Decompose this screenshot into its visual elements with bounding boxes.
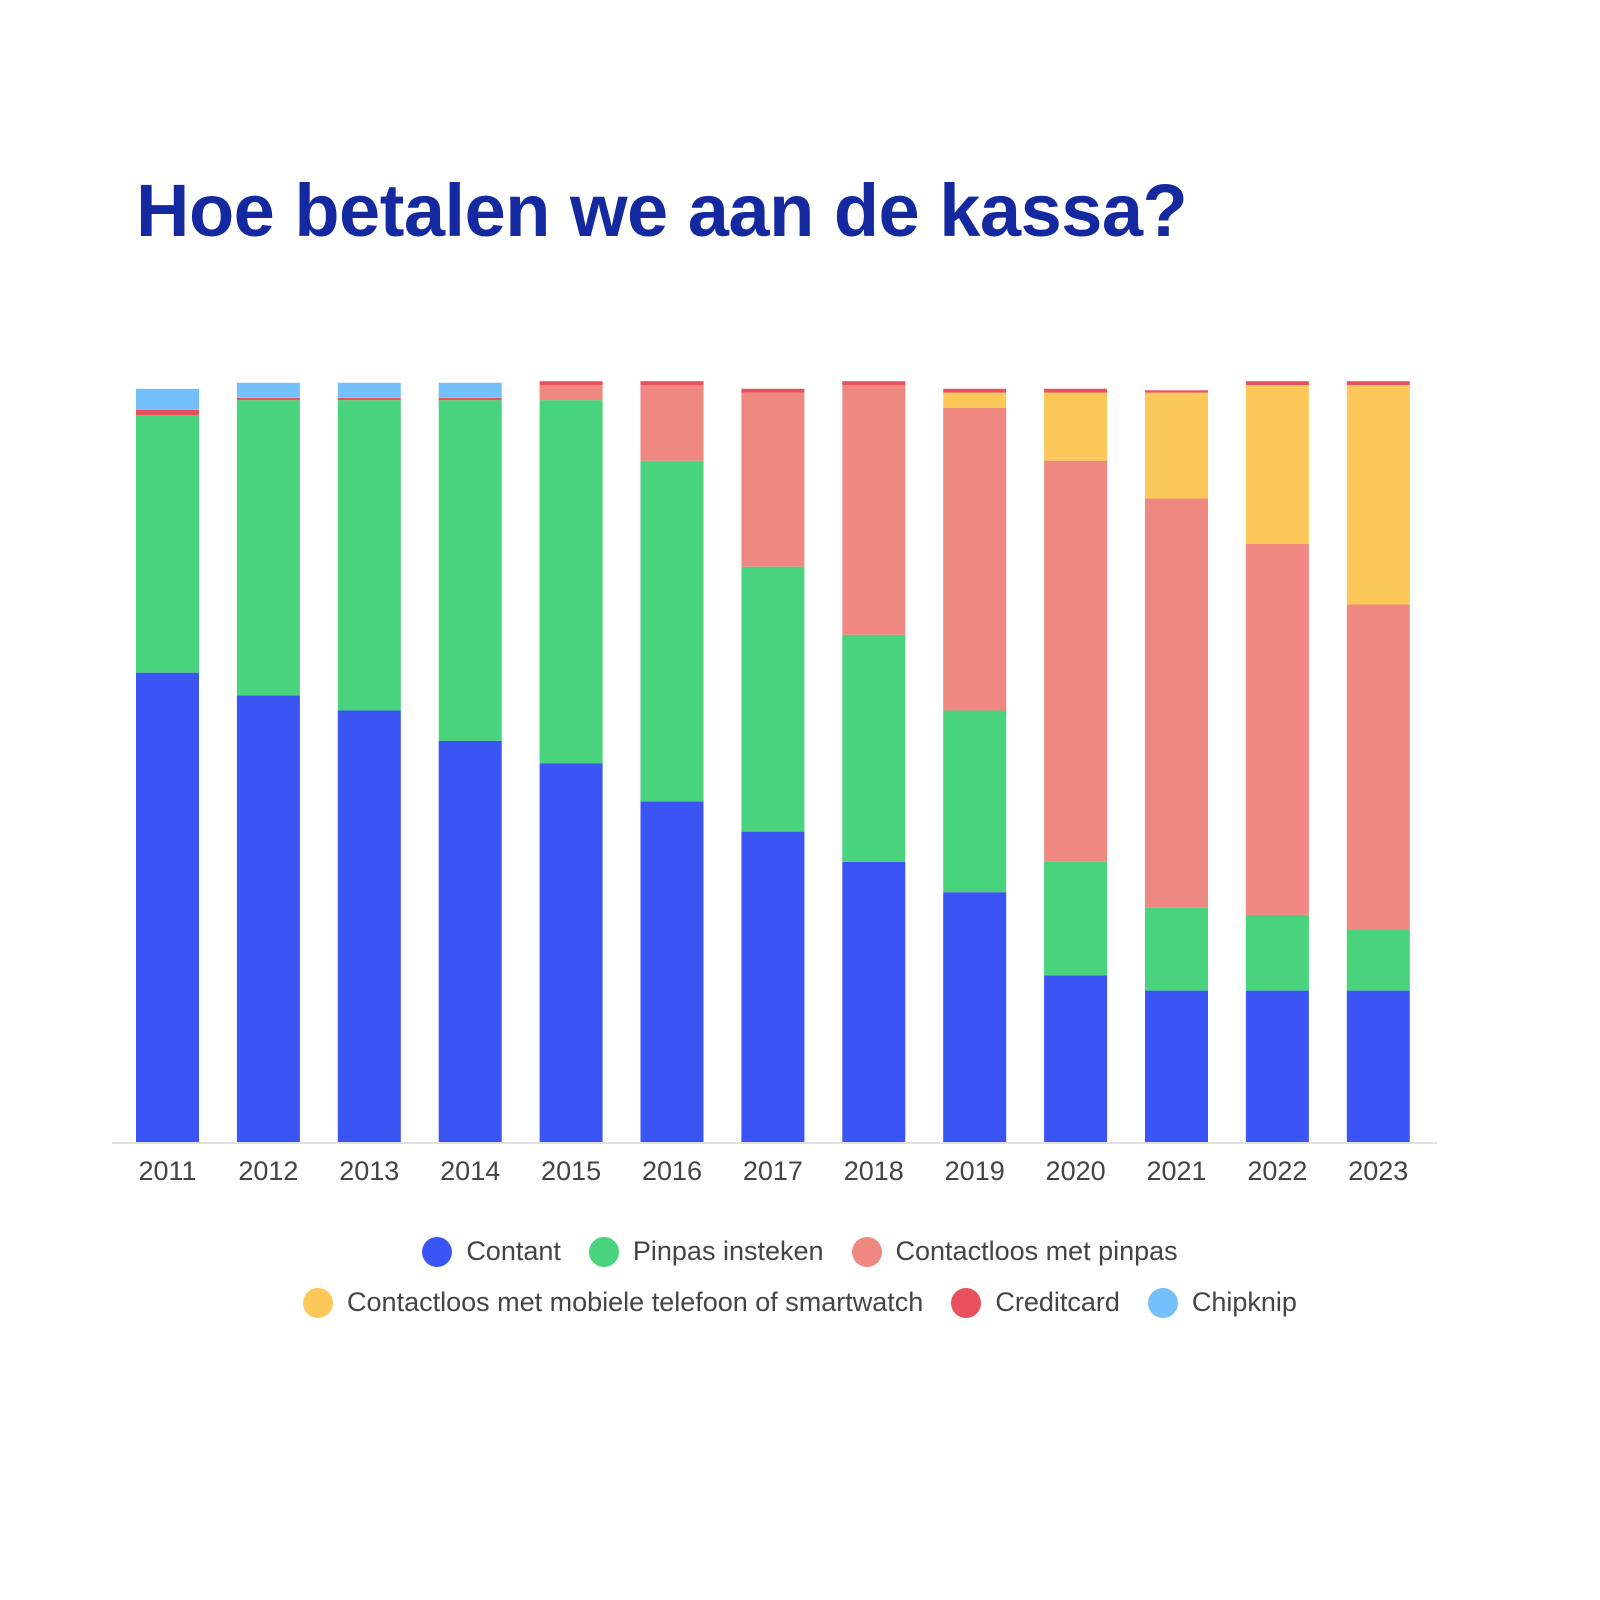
bar-segment-2017-creditcard <box>741 388 805 393</box>
bar-segment-2014-chipknip <box>438 382 502 398</box>
bar-segment-2019-contant <box>943 892 1007 1142</box>
bar-segment-2020-contactloos-met-pinpas <box>1044 460 1108 862</box>
legend-label: Chipknip <box>1191 1287 1297 1317</box>
bar-segment-2013-contant <box>337 710 401 1142</box>
x-tick-label: 2017 <box>743 1156 803 1186</box>
bar-segment-2023-contactloos-met-mobiele-telefoon-of-smartwatch <box>1346 385 1410 605</box>
legend-item: Chipknip <box>1147 1287 1297 1318</box>
bar-segment-2011-chipknip <box>136 388 199 410</box>
x-tick-label: 2011 <box>138 1156 196 1186</box>
bar-segment-2016-contant <box>640 801 704 1142</box>
bar-segment-2012-chipknip <box>236 382 300 398</box>
bar-segment-2015-pinpas-insteken <box>539 400 603 764</box>
legend-row-1: Contant Pinpas insteken Contactloos met pi… <box>0 1236 1600 1267</box>
bar-segment-2015-contactloos-met-pinpas <box>539 385 603 401</box>
legend-item: Creditcard <box>951 1287 1120 1318</box>
legend-row-2: Contactloos met mobiele telefoon of smar… <box>0 1287 1600 1318</box>
bar-segment-2017-contactloos-met-pinpas <box>741 392 805 567</box>
x-tick-label: 2014 <box>440 1156 500 1186</box>
bar-segment-2021-pinpas-insteken <box>1145 907 1208 991</box>
bar-segment-2023-creditcard <box>1346 381 1410 385</box>
bar-segment-2018-creditcard <box>842 381 906 385</box>
legend-label: Contactloos met pinpas <box>895 1236 1178 1266</box>
bar-segment-2019-creditcard <box>943 388 1007 393</box>
legend-dot-icon <box>422 1236 453 1267</box>
bar-segment-2023-pinpas-insteken <box>1346 930 1410 991</box>
bar-segment-2022-contactloos-met-pinpas <box>1245 543 1309 915</box>
bar-segment-2021-creditcard <box>1145 390 1208 393</box>
bar-segment-2013-chipknip <box>337 382 401 398</box>
bar-segment-2013-creditcard <box>337 397 401 401</box>
bar-segment-2018-contactloos-met-pinpas <box>842 385 906 635</box>
x-tick-label: 2023 <box>1348 1156 1408 1186</box>
stacked-bar-chart: 2011 2012 2013 2014 2015 2016 2017 2018 2019 2020… <box>112 381 1437 1186</box>
bar-segment-2020-creditcard <box>1044 388 1108 393</box>
bar-segment-2020-contactloos-met-mobiele-telefoon-of-smartwatch <box>1044 392 1108 461</box>
bar-segment-2016-creditcard <box>640 381 704 385</box>
x-tick-label: 2018 <box>844 1156 904 1186</box>
legend-dot-icon <box>1147 1287 1178 1318</box>
legend-dot-icon <box>588 1236 619 1267</box>
bar-segment-2011-contant <box>136 672 199 1142</box>
bar-segment-2019-pinpas-insteken <box>943 710 1007 893</box>
bar-segment-2020-pinpas-insteken <box>1044 861 1108 976</box>
bar-segment-2015-contant <box>539 763 603 1142</box>
bar-segment-2022-contactloos-met-mobiele-telefoon-of-smartwatch <box>1245 385 1309 544</box>
legend-item: Contactloos met mobiele telefoon of smar… <box>303 1287 923 1318</box>
bar-segment-2011-creditcard <box>136 409 199 416</box>
chart-title: Hoe betalen we aan de kassa? <box>136 169 1188 252</box>
bar-segment-2014-creditcard <box>438 397 502 401</box>
legend-label: Contactloos met mobiele telefoon of smar… <box>347 1287 924 1317</box>
bar-segment-2012-contant <box>236 695 300 1142</box>
bar-segment-2023-contactloos-met-pinpas <box>1346 604 1410 931</box>
bar-segment-2017-pinpas-insteken <box>741 566 805 832</box>
bar-segment-2019-contactloos-met-mobiele-telefoon-of-smartwatch <box>943 392 1007 408</box>
bar-segment-2021-contactloos-met-mobiele-telefoon-of-smartwatch <box>1145 392 1208 499</box>
bar-segment-2019-contactloos-met-pinpas <box>943 407 1007 711</box>
legend-dot-icon <box>951 1287 982 1318</box>
legend-label: Contant <box>466 1236 561 1266</box>
bar-segment-2023-contant <box>1346 990 1410 1142</box>
legend-item: Contant <box>422 1236 561 1267</box>
legend-dot-icon <box>303 1287 334 1318</box>
x-tick-label: 2021 <box>1146 1156 1206 1186</box>
legend-label: Pinpas insteken <box>632 1236 824 1266</box>
bar-segment-2021-contant <box>1145 990 1208 1142</box>
bar-segment-2013-pinpas-insteken <box>337 400 401 711</box>
x-tick-label: 2012 <box>238 1156 298 1186</box>
x-tick-label: 2015 <box>541 1156 601 1186</box>
legend-item: Pinpas insteken <box>588 1236 824 1267</box>
bar-segment-2022-contant <box>1245 990 1309 1142</box>
legend-item: Contactloos met pinpas <box>851 1236 1178 1267</box>
bar-segment-2012-pinpas-insteken <box>236 400 300 696</box>
x-tick-label: 2020 <box>1046 1156 1106 1186</box>
legend-dot-icon <box>851 1236 882 1267</box>
x-tick-label: 2013 <box>339 1156 399 1186</box>
bar-segment-2016-contactloos-met-pinpas <box>640 385 704 461</box>
bar-segment-2014-pinpas-insteken <box>438 400 502 741</box>
bar-segment-2014-contant <box>438 740 502 1142</box>
bar-segment-2011-pinpas-insteken <box>136 415 199 673</box>
bar-segment-2015-creditcard <box>539 381 603 385</box>
bar-segment-2021-contactloos-met-pinpas <box>1145 498 1208 908</box>
bar-segment-2018-pinpas-insteken <box>842 634 906 862</box>
bar-segment-2018-contant <box>842 861 906 1142</box>
legend-label: Creditcard <box>995 1287 1120 1317</box>
bar-segment-2016-pinpas-insteken <box>640 460 704 802</box>
x-tick-label: 2019 <box>945 1156 1005 1186</box>
bar-segment-2022-pinpas-insteken <box>1245 914 1309 991</box>
bar-segment-2012-creditcard <box>236 397 300 401</box>
bar-segment-2022-creditcard <box>1245 381 1309 385</box>
bar-segment-2017-contant <box>741 831 805 1142</box>
x-tick-label: 2016 <box>642 1156 702 1186</box>
bar-segment-2020-contant <box>1044 975 1108 1142</box>
x-tick-label: 2022 <box>1247 1156 1307 1186</box>
